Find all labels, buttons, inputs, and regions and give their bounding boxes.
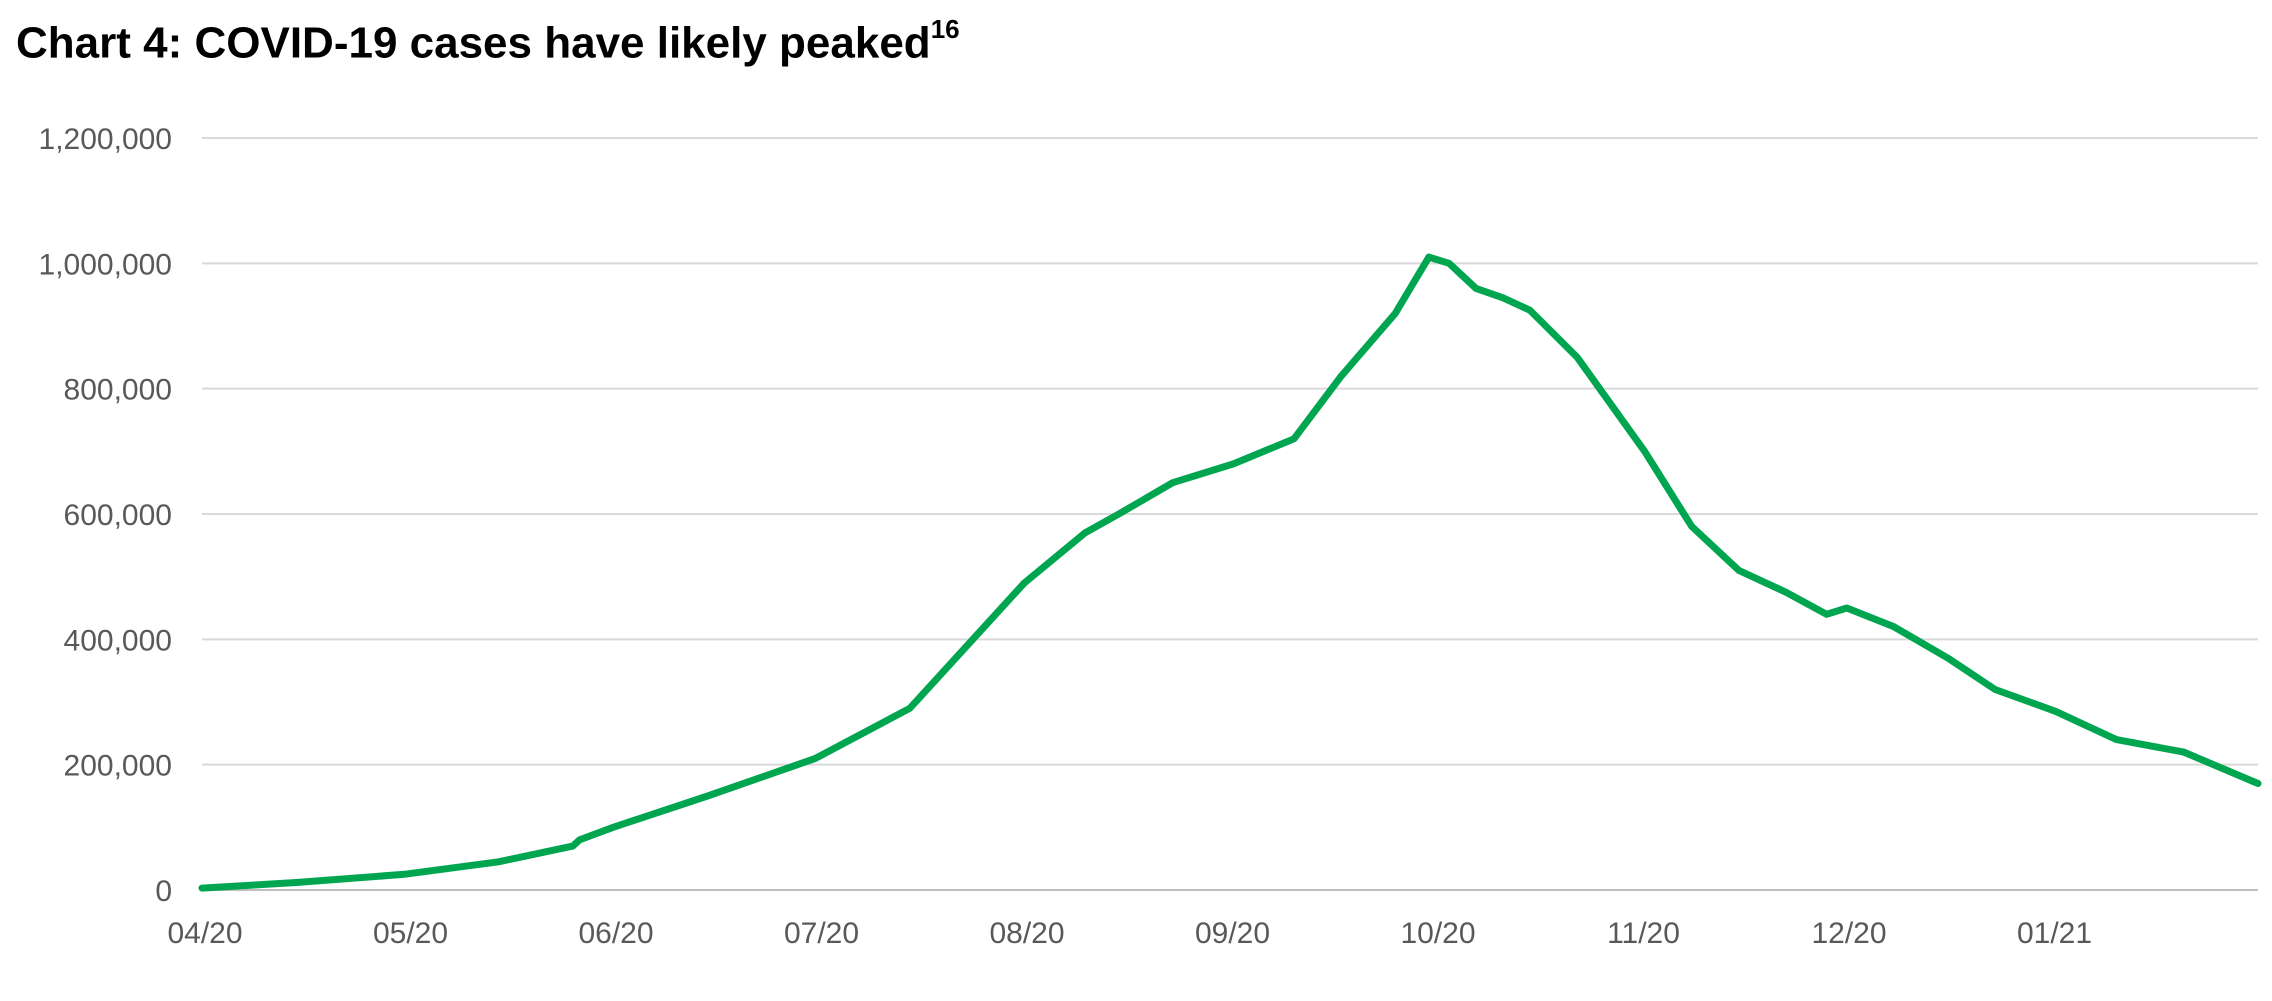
- data-point: [1473, 285, 1479, 292]
- data-point: [1527, 307, 1533, 314]
- data-point: [610, 824, 617, 831]
- chart-title: Chart 4: COVID-19 cases have likely peak…: [16, 14, 960, 69]
- data-point: [1392, 310, 1399, 317]
- data-point: [704, 793, 711, 799]
- data-point: [569, 843, 576, 850]
- data-point: [495, 858, 502, 865]
- data-point: [1169, 479, 1176, 486]
- data-point: [1574, 354, 1581, 361]
- y-tick-label: 0: [155, 875, 172, 908]
- data-point: [1823, 611, 1830, 618]
- y-tick-label: 200,000: [64, 750, 172, 783]
- x-tick-label: 09/20: [1195, 917, 1270, 950]
- y-tick-label: 1,200,000: [39, 123, 172, 156]
- data-point: [1891, 623, 1897, 630]
- x-tick-label: 05/20: [373, 917, 448, 950]
- gridlines: [202, 137, 2258, 891]
- x-tick-label: 01/21: [2017, 917, 2092, 950]
- data-point: [1425, 254, 1432, 261]
- series-line: [198, 253, 2262, 892]
- data-point: [199, 885, 205, 892]
- data-point: [1021, 579, 1028, 586]
- x-tick-label: 08/20: [989, 917, 1064, 950]
- data-point: [1992, 686, 1999, 693]
- chart-title-text: Chart 4: COVID-19 cases have likely peak…: [16, 18, 931, 68]
- chart-title-footnote: 16: [930, 14, 960, 44]
- data-point: [1500, 294, 1506, 301]
- data-point: [2255, 780, 2261, 787]
- data-point: [2180, 749, 2187, 756]
- data-point: [293, 879, 300, 886]
- data-point: [1783, 589, 1790, 596]
- x-tick-label: 06/20: [578, 917, 653, 950]
- data-point: [1082, 529, 1089, 536]
- y-tick-label: 1,000,000: [39, 248, 172, 281]
- y-tick-label: 800,000: [64, 374, 172, 407]
- data-point: [1641, 448, 1648, 455]
- x-tick-label: 12/20: [1811, 917, 1886, 950]
- data-point: [1944, 655, 1951, 662]
- data-point: [1843, 605, 1850, 611]
- data-point: [812, 755, 819, 762]
- data-point: [1338, 373, 1345, 380]
- y-tick-label: 600,000: [64, 499, 172, 532]
- x-tick-label: 10/20: [1400, 917, 1475, 950]
- data-point: [1446, 260, 1453, 267]
- x-axis-tick-labels: 04/20 05/20 06/20 07/20 08/20 09/20 10/20 11/20…: [167, 917, 2092, 950]
- data-point: [1688, 523, 1695, 530]
- data-point: [576, 836, 583, 843]
- data-point: [1115, 511, 1122, 517]
- data-point: [1735, 567, 1742, 574]
- x-tick-label: 11/20: [1607, 917, 1680, 950]
- data-point: [401, 871, 408, 878]
- series-layer: [198, 253, 2262, 892]
- data-point: [2113, 736, 2120, 743]
- data-point: [906, 705, 913, 712]
- x-tick-label: 07/20: [784, 917, 859, 950]
- data-point: [2052, 708, 2059, 715]
- data-point: [1291, 435, 1297, 442]
- x-tick-label: 04/20: [167, 917, 242, 950]
- data-point: [1230, 460, 1237, 467]
- y-axis-tick-labels: 0 200,000 400,000 600,000 800,000 1,000,000 1,…: [39, 123, 172, 908]
- y-tick-label: 400,000: [64, 624, 172, 657]
